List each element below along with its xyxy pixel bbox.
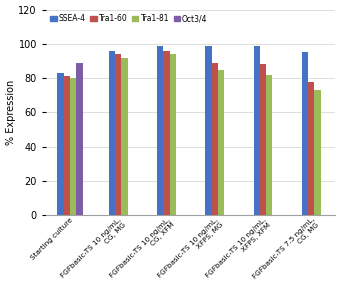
Bar (260, 64, 266, 215)
Bar (212, 63, 218, 215)
Bar (218, 70, 224, 215)
Bar (57, 73, 64, 215)
Bar (205, 45, 212, 215)
Y-axis label: % Expression: % Expression (5, 80, 16, 145)
Bar (64, 76, 70, 215)
Bar (115, 54, 121, 215)
Bar (121, 58, 128, 215)
Bar (302, 52, 308, 215)
Bar (163, 51, 170, 215)
Bar (254, 45, 260, 215)
Bar (314, 90, 321, 215)
Bar (157, 45, 163, 215)
Bar (70, 78, 76, 215)
Bar (109, 51, 115, 215)
Legend: SSEA-4, Tra1-60, Tra1-81, Oct3/4: SSEA-4, Tra1-60, Tra1-81, Oct3/4 (50, 13, 208, 24)
Bar (308, 81, 314, 215)
Bar (170, 54, 176, 215)
Bar (266, 75, 272, 215)
Bar (76, 63, 83, 215)
